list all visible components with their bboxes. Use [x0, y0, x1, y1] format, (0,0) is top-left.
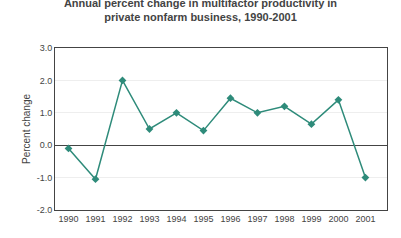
svg-text:-2.0: -2.0: [37, 205, 53, 215]
svg-text:1.0: 1.0: [40, 108, 53, 118]
svg-text:2000: 2000: [328, 214, 348, 224]
svg-text:1999: 1999: [301, 214, 321, 224]
svg-text:Annual percent change in multi: Annual percent change in multifactor pro…: [64, 0, 337, 23]
svg-text:2.0: 2.0: [40, 76, 53, 86]
svg-text:1990: 1990: [58, 214, 78, 224]
svg-text:-1.0: -1.0: [37, 173, 53, 183]
svg-text:1993: 1993: [139, 214, 159, 224]
svg-text:1991: 1991: [85, 214, 105, 224]
svg-text:3.0: 3.0: [40, 43, 53, 53]
svg-text:1998: 1998: [274, 214, 294, 224]
svg-text:1996: 1996: [220, 214, 240, 224]
svg-text:1997: 1997: [247, 214, 267, 224]
svg-text:1995: 1995: [193, 214, 213, 224]
svg-text:2001: 2001: [355, 214, 375, 224]
svg-text:Percent change: Percent change: [21, 94, 32, 164]
svg-text:1994: 1994: [166, 214, 186, 224]
svg-text:1992: 1992: [112, 214, 132, 224]
svg-text:0.0: 0.0: [40, 140, 53, 150]
